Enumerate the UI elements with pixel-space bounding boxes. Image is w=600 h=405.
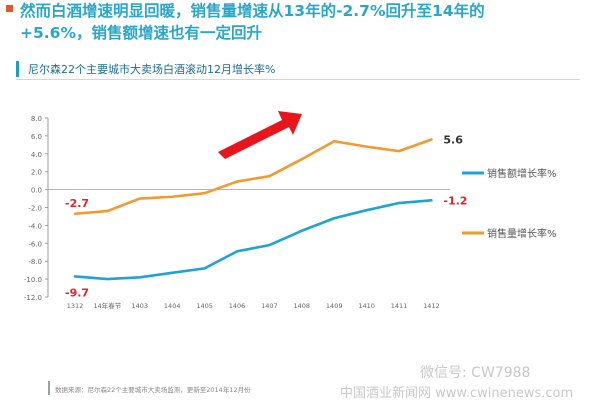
chart-title: 尼尔森22个主要城市大卖场白酒滚动12月增长率%: [28, 63, 276, 76]
y-tick-label: -8.0: [28, 258, 42, 266]
source-accent: [48, 381, 50, 395]
x-tick-label: 1412: [423, 302, 440, 310]
chart-legend: 销售额增长率% 销售量增长率%: [462, 167, 557, 240]
chart-series: [73, 138, 433, 281]
x-tick-label: 1410: [358, 302, 375, 310]
data-source-note: 数据来源：尼尔森22个主要城市大卖场监测，更新至2014年12月份: [55, 386, 251, 394]
y-tick-label: 8.0: [31, 115, 42, 123]
y-tick-label: 6.0: [31, 133, 42, 141]
x-tick-label: 1404: [164, 302, 181, 310]
site-watermark: 中国酒业新闻网 www.cwinenews.com: [340, 386, 574, 401]
y-tick-label: -4.0: [28, 222, 42, 230]
x-tick-label: 1312: [67, 302, 84, 310]
legend-label-1: 销售量增长率%: [487, 227, 557, 240]
headline-line-2: +5.6%，销售额增速也有一定回升: [20, 24, 262, 42]
x-tick-label: 1407: [261, 302, 278, 310]
data-label: -2.7: [65, 197, 89, 210]
data-label: 5.6: [443, 133, 463, 146]
y-tick-label: -12.0: [24, 294, 42, 302]
line-chart: 8.0 6.0 4.0 2.0 0.0 -2.0 -4.0 -6.0 -8.0 -10.0 -12.…: [24, 111, 557, 310]
series-line-1: [73, 138, 433, 216]
trend-arrow-icon: [218, 111, 302, 159]
x-tick-label: 1409: [326, 302, 343, 310]
x-tick-label: 1408: [294, 302, 311, 310]
x-tick-label: 1406: [229, 302, 246, 310]
title-accent: [16, 61, 19, 77]
y-tick-label: -10.0: [24, 276, 42, 284]
trend-arrow-shape: [218, 111, 302, 159]
legend-label-0: 销售额增长率%: [487, 167, 557, 180]
chart-title-bar: 尼尔森22个主要城市大卖场白酒滚动12月增长率%: [16, 58, 580, 80]
x-tick-label: 1411: [391, 302, 408, 310]
y-tick-label: 2.0: [31, 169, 42, 177]
x-tick-label: 1403: [132, 302, 149, 310]
y-tick-label: 0.0: [31, 187, 42, 195]
x-tick-label: 14年春节: [94, 301, 122, 310]
chart-axes: 8.0 6.0 4.0 2.0 0.0 -2.0 -4.0 -6.0 -8.0 -10.0 -12.…: [24, 115, 450, 310]
data-label: -9.7: [65, 286, 89, 299]
bullet-marker: [6, 5, 13, 12]
chart-data-labels: -2.7 -9.7 5.6 -1.2: [65, 133, 467, 299]
headline-line-1: 然而白酒增速明显回暖，销售量增速从13年的-2.7%回升至14年的: [20, 2, 485, 20]
y-tick-label: 4.0: [31, 151, 42, 159]
y-tick-label: -2.0: [28, 205, 42, 213]
series-line-0: [73, 199, 433, 281]
headline: 然而白酒增速明显回暖，销售量增速从13年的-2.7%回升至14年的 +5.6%，…: [0, 0, 600, 45]
y-tick-label: -6.0: [28, 240, 42, 248]
data-label: -1.2: [443, 194, 467, 207]
wechat-watermark: 微信号: CW7988: [420, 365, 531, 381]
x-tick-label: 1405: [196, 302, 213, 310]
title-rule: [16, 79, 580, 80]
